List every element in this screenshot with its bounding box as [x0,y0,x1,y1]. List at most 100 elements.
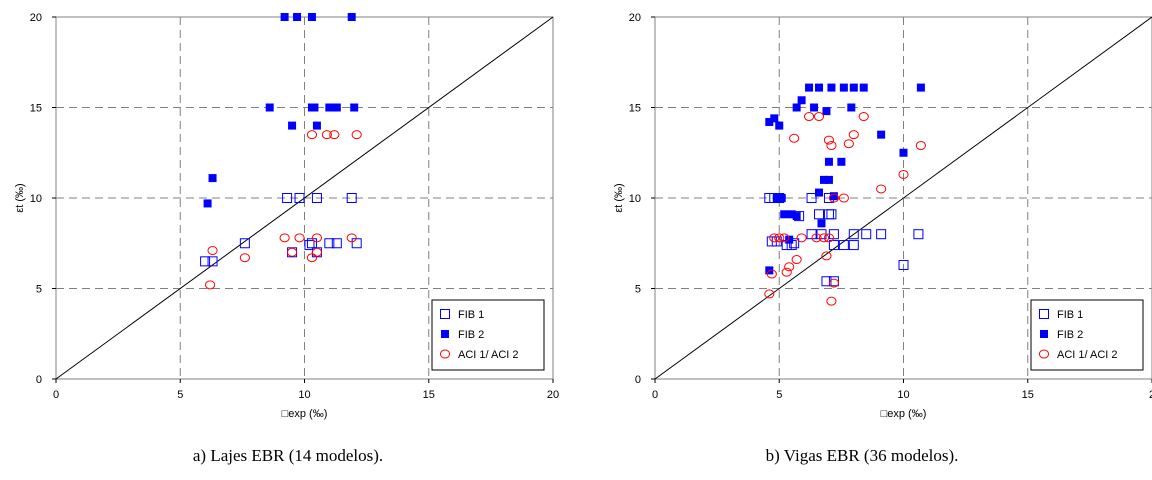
data-point [288,121,297,130]
legend-label: ACI 1/ ACI 2 [458,349,519,361]
legend-marker [441,330,449,338]
legend-label: FIB 2 [458,329,484,341]
data-point [279,233,290,243]
data-point [764,289,775,299]
data-point [200,256,211,267]
data-point [826,296,837,306]
data-point [826,209,837,220]
data-point [784,262,795,272]
x-tick-label: 15 [423,389,435,401]
data-point [329,130,340,140]
data-point [824,175,833,184]
data-point [815,83,824,92]
y-tick-label: 20 [629,12,641,24]
data-point [294,193,305,203]
legend: FIB 1 FIB 2 ACI 1/ ACI 2 [1030,299,1144,371]
x-tick-label: 2 [1149,389,1152,401]
y-tick-label: 10 [30,193,42,205]
data-point [204,280,216,290]
data-point [848,130,859,140]
legend-label: FIB 1 [1057,309,1083,321]
x-tick-label: 10 [298,389,310,401]
y-tick-label: 0 [635,374,641,386]
data-point [859,83,868,92]
x-tick-label: 15 [1022,389,1034,401]
data-point [828,193,840,203]
data-point [311,233,323,243]
data-point [331,238,342,249]
data-point [769,233,780,243]
data-point [792,103,801,112]
x-tick-label: 5 [177,389,183,401]
y-tick-label: 10 [629,193,641,205]
data-point [777,194,786,202]
data-point [813,112,825,122]
data-point [282,193,293,203]
data-point [346,233,357,243]
legend-label: FIB 2 [1057,329,1083,341]
data-point [286,247,298,257]
legend-marker [439,349,451,359]
data-point [803,112,815,122]
data-point [913,229,924,240]
y-tick-label: 5 [36,284,42,296]
y-tick-label: 5 [635,284,641,296]
data-point [792,212,801,221]
data-point [843,139,854,149]
data-point [848,240,859,251]
data-point [791,255,802,265]
data-point [351,130,362,140]
series-filled-square [203,13,359,208]
x-tick-label: 5 [776,389,782,401]
data-point [858,112,869,122]
data-point [815,188,824,197]
data-point [350,103,359,112]
data-point [817,219,826,228]
data-point [828,278,840,288]
data-point [822,107,831,116]
legend: FIB 1 FIB 2 ACI 1/ ACI 2 [431,299,545,371]
legend-marker [1038,349,1050,359]
data-point [876,184,887,194]
data-point [293,13,302,21]
data-point [847,103,856,112]
series-filled-square [765,83,925,275]
data-point [877,130,886,139]
data-point [312,121,321,130]
data-point [823,233,835,243]
x-axis-label: □exp (‰) [282,408,328,420]
data-point [849,83,858,92]
reference-line [654,16,1152,380]
data-point [829,192,838,201]
data-point [814,209,825,220]
legend-box [431,299,545,371]
data-point [823,135,835,145]
data-point [294,233,305,243]
data-point [797,96,806,105]
y-tick-label: 0 [36,374,42,386]
data-point [325,103,334,112]
legend-marker [440,309,450,319]
series-open-circle [764,112,926,306]
x-tick-label: 20 [547,389,559,401]
data-point [915,141,926,151]
y-axis-label: εt (‰) [613,183,625,212]
y-axis-label: εt (‰) [14,183,26,212]
y-tick-label: 20 [30,12,42,24]
caption-b: b) Vigas EBR (36 modelos). [765,446,959,465]
data-point [828,240,839,251]
data-point [789,133,800,143]
data-point [346,193,357,203]
data-point [307,13,316,21]
data-point [805,83,814,92]
data-point [239,253,250,263]
data-point [347,13,356,21]
data-point [821,251,832,261]
data-point [848,229,859,240]
data-point [838,193,849,203]
y-tick-label: 15 [629,103,641,115]
data-point [774,233,785,243]
data-point [779,233,790,243]
y-tick-label: 15 [30,103,42,115]
